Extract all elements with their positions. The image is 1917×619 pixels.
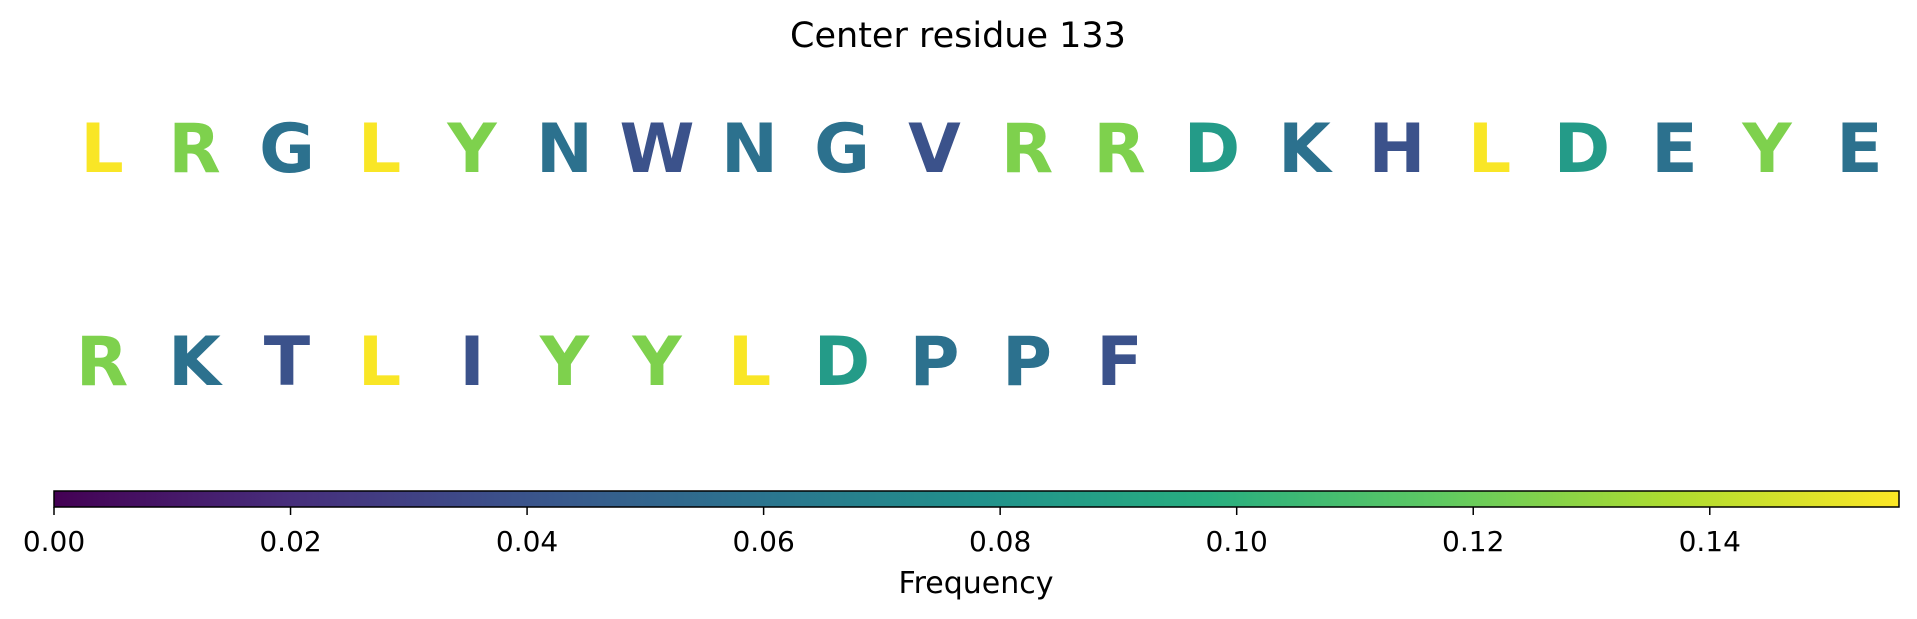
residue-letter: V xyxy=(908,110,961,189)
residue-letter: P xyxy=(910,323,960,402)
residue-letter: D xyxy=(1554,110,1610,189)
residue-letter: T xyxy=(264,323,311,402)
residue-letter: F xyxy=(1096,323,1142,402)
residue-letter: L xyxy=(728,323,771,402)
residue-letter: E xyxy=(1836,110,1882,189)
residue-letter: G xyxy=(814,110,870,189)
colorbar-tick-label: 0.04 xyxy=(496,525,558,558)
residue-letter: K xyxy=(168,323,223,402)
residue-letter: I xyxy=(459,323,484,402)
residue-letter: R xyxy=(1001,110,1053,189)
residue-letter: N xyxy=(536,110,593,189)
residue-letter: G xyxy=(259,110,315,189)
colorbar-tick-label: 0.14 xyxy=(1679,525,1741,558)
residue-letter: L xyxy=(1468,110,1511,189)
colorbar-tick-label: 0.08 xyxy=(969,525,1031,558)
residue-letter: L xyxy=(358,110,401,189)
colorbar-tick-label: 0.10 xyxy=(1206,525,1268,558)
residue-letter: L xyxy=(358,323,401,402)
residue-letter: D xyxy=(814,323,870,402)
residue-letter: Y xyxy=(1741,110,1792,189)
colorbar-gradient xyxy=(53,490,1900,508)
residue-letter: W xyxy=(619,110,694,189)
colorbar-tick-label: 0.00 xyxy=(23,525,85,558)
residue-letter: R xyxy=(168,110,220,189)
residue-letter: R xyxy=(76,323,128,402)
colorbar-tick-label: 0.06 xyxy=(732,525,794,558)
residue-letters: L R G L Y N W N G V R R D K H L D E Y ER K T L I Y Y L D P P F xyxy=(76,110,1883,402)
residue-letter: Y xyxy=(631,323,682,402)
colorbar-tick-label: 0.12 xyxy=(1442,525,1504,558)
residue-letter: L xyxy=(80,110,123,189)
colorbar-ticks: 0.00 0.02 0.04 0.06 0.08 0.10 0.12 0.14 xyxy=(23,507,1741,558)
residue-letter: R xyxy=(1093,110,1145,189)
colorbar: 0.00 0.02 0.04 0.06 0.08 0.10 0.12 0.14 Frequen… xyxy=(23,490,1900,601)
residue-letter: H xyxy=(1369,110,1426,189)
residue-letter: Y xyxy=(539,323,590,402)
residue-letter: P xyxy=(1002,323,1052,402)
residue-letter: Y xyxy=(446,110,497,189)
residue-letter: N xyxy=(721,110,778,189)
chart-title: Center residue 133 xyxy=(790,16,1126,56)
colorbar-tick-label: 0.02 xyxy=(259,525,321,558)
residue-letter: E xyxy=(1651,110,1697,189)
colorbar-label: Frequency xyxy=(899,566,1054,601)
residue-letter: K xyxy=(1278,110,1333,189)
residue-letter: D xyxy=(1184,110,1240,189)
